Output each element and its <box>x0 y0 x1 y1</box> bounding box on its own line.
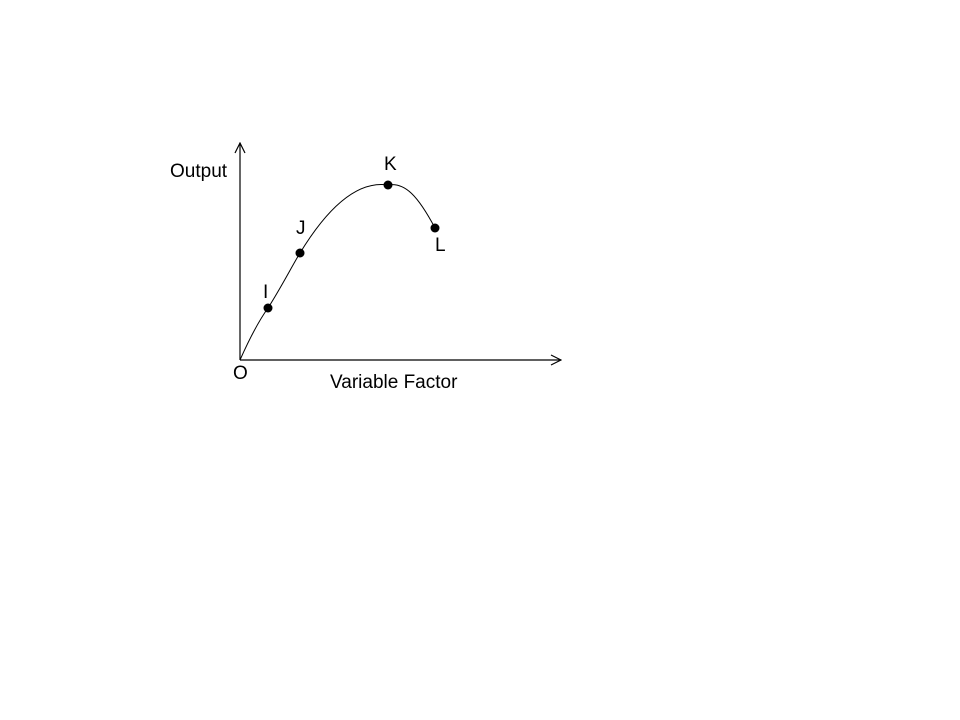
point-k-label: K <box>384 154 397 175</box>
x-axis-label: Variable Factor <box>330 372 458 393</box>
total-product-curve <box>239 184 436 361</box>
point-l-label: L <box>435 235 446 256</box>
origin-label: O <box>233 363 248 384</box>
point-i-marker <box>263 303 273 313</box>
point-j-marker <box>295 248 305 258</box>
point-k-marker <box>383 180 393 190</box>
point-l-marker <box>430 223 440 233</box>
point-i-label: I <box>263 282 268 303</box>
point-j-label: J <box>296 218 306 239</box>
y-axis-label: Output <box>170 161 228 182</box>
